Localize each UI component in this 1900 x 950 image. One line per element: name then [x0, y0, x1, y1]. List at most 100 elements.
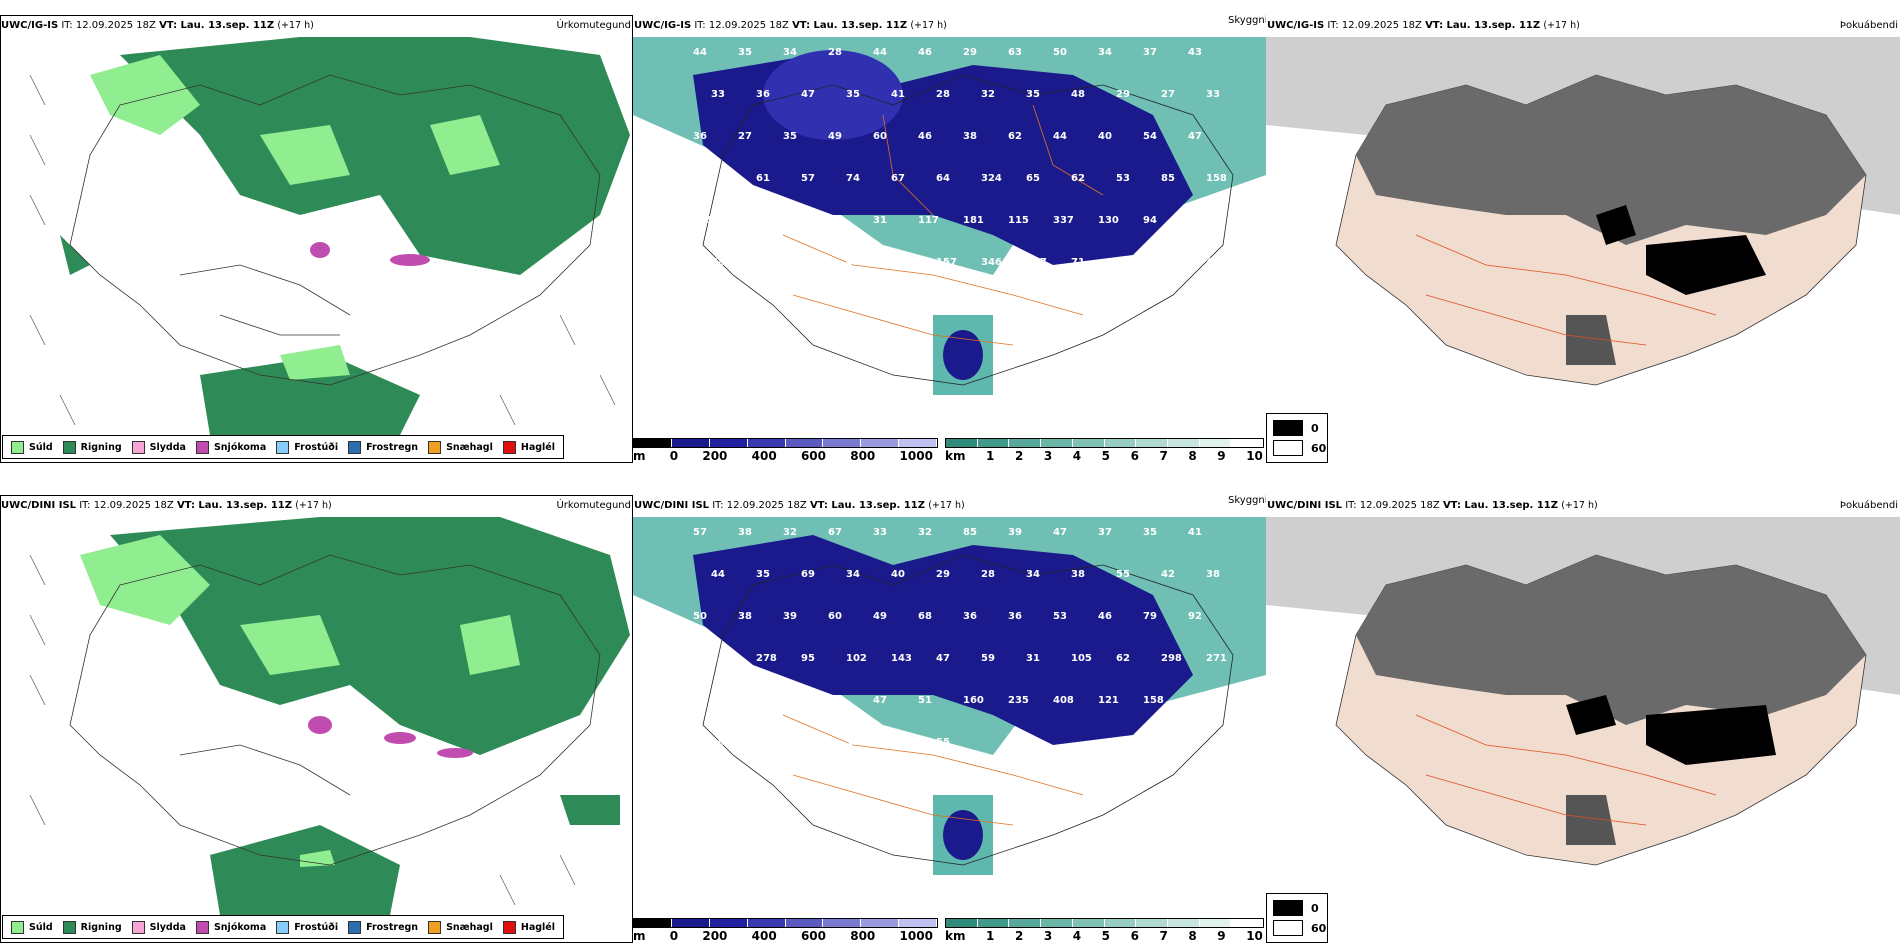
precip-legend-1: Súld Rigning Slydda Snjókoma Frostúði Fr… [2, 435, 564, 459]
init-time: IT: 12.09.2025 18Z [1345, 500, 1440, 511]
visibility-value-label: 60 [828, 611, 842, 622]
visibility-value-label: 121 [1098, 695, 1119, 706]
visibility-value-label: 181 [963, 215, 984, 226]
visibility-value-label: 40 [1098, 131, 1112, 142]
visibility-value-label: 27 [738, 131, 752, 142]
visibility-value-label: 160 [963, 695, 984, 706]
km-scale-bar-1 [945, 438, 1264, 448]
legend-item-snjokoma: Snjókoma [195, 920, 266, 934]
visibility-value-label: 36 [693, 131, 707, 142]
visibility-value-label: 408 [1053, 695, 1074, 706]
visibility-value-label: 34 [783, 47, 797, 58]
visibility-value-label: 63 [1008, 47, 1022, 58]
visibility-value-label: 36 [756, 89, 770, 100]
visibility-value-label: 39 [891, 737, 905, 748]
lead-time: (+17 h) [1561, 500, 1598, 511]
visibility-value-label: 38 [963, 131, 977, 142]
visibility-panel-1: UWC/IG-IS IT: 12.09.2025 18Z VT: Lau. 13… [633, 15, 1266, 463]
precip-title: Úrkomutegund [556, 500, 631, 511]
visibility-value-label: 271 [1206, 653, 1227, 664]
visibility-value-label: 59 [981, 653, 995, 664]
visibility-value-label: 46 [756, 257, 770, 268]
visibility-value-label: 33 [711, 89, 725, 100]
visibility-value-label: 102 [846, 653, 867, 664]
visibility-value-label: 47 [801, 89, 815, 100]
visibility-value-label: 46 [1098, 611, 1112, 622]
wind-barbs [29, 74, 616, 426]
visibility-value-label: 55 [1161, 257, 1175, 268]
precip-legend-2: Súld Rigning Slydda Snjókoma Frostúði Fr… [2, 915, 564, 939]
visibility-value-label: 36 [963, 611, 977, 622]
visibility-value-label: 67 [828, 527, 842, 538]
visibility-value-label: 37 [1143, 47, 1157, 58]
fog-panel-1-header: UWC/IG-IS IT: 12.09.2025 18Z VT: Lau. 13… [1266, 15, 1900, 37]
legend-item-snaehagl: Snæhagl [428, 440, 493, 454]
fog-map-2 [1266, 517, 1900, 917]
visibility-value-label: 61 [756, 173, 770, 184]
visibility-value-label: 34 [846, 569, 860, 580]
visibility-value-label: 47 [1188, 131, 1202, 142]
visibility-value-label: 42 [1161, 569, 1175, 580]
visibility-value-label: 43 [1188, 47, 1202, 58]
visibility-value-label: 40 [891, 569, 905, 580]
visibility-value-label: 325 [693, 215, 714, 226]
visibility-value-label: 38 [738, 527, 752, 538]
precip-panel-2: UWC/DINI ISL IT: 12.09.2025 18Z VT: Lau.… [0, 495, 633, 943]
m-scale-bar-2 [633, 918, 938, 928]
visibility-value-label: 64 [711, 653, 725, 664]
fog-map-1 [1266, 37, 1900, 437]
visibility-title-1: Skyggni [1228, 15, 1268, 26]
legend-item-frostudi: Frostúði [276, 920, 338, 934]
fog-panel-1: UWC/IG-IS IT: 12.09.2025 18Z VT: Lau. 13… [1266, 15, 1900, 463]
visibility-value-label: 61 [828, 215, 842, 226]
visibility-value-label: 55 [1116, 569, 1130, 580]
visibility-value-label: 47 [936, 653, 950, 664]
visibility-value-label: 35 [783, 131, 797, 142]
visibility-value-label: 64 [1116, 257, 1130, 268]
visibility-value-label: 54 [1143, 131, 1157, 142]
visibility-value-label: 74 [846, 173, 860, 184]
visibility-value-label: 32 [918, 527, 932, 538]
visibility-values-1: 44 35 34 28 44 46 29 63 50 34 37 43 33 36 47 35 41 28 32 35… [693, 47, 1227, 268]
lead-time: (+17 h) [295, 500, 332, 511]
precip-map-1 [0, 37, 633, 463]
visibility-value-label: 46 [918, 131, 932, 142]
rain-areas [60, 37, 630, 435]
visibility-map-2: 57 38 32 67 33 32 85 39 47 37 35 41 44 35 69 34 40 29 28 34… [633, 517, 1266, 917]
visibility-value-label: 32 [981, 89, 995, 100]
visibility-value-label: 45 [846, 257, 860, 268]
visibility-value-label: 105 [1071, 653, 1092, 664]
m-scale-labels-2: m 0 200 400 600 800 1000 [633, 929, 933, 943]
fog-legend-1: 0 60 [1266, 413, 1328, 463]
visibility-value-label: 143 [891, 653, 912, 664]
visibility-value-label: 94 [1143, 215, 1157, 226]
visibility-value-label: 41 [891, 89, 905, 100]
visibility-value-label: 47 [801, 257, 815, 268]
visibility-value-label: 157 [936, 257, 957, 268]
km-scale-labels-2: km 1 2 3 4 5 6 7 8 9 10 [945, 929, 1263, 943]
snow-areas [310, 242, 430, 266]
visibility-value-label: 32 [783, 527, 797, 538]
valid-time: VT: Lau. 13.sep. 11Z [1425, 20, 1541, 31]
visibility-value-label: 91 [738, 695, 752, 706]
visibility-value-label: 158 [1143, 695, 1164, 706]
visibility-value-label: 49 [873, 611, 887, 622]
coastline [69, 74, 601, 386]
init-time: IT: 12.09.2025 18Z [1327, 20, 1422, 31]
legend-item-frostudi: Frostúði [276, 440, 338, 454]
visibility-value-label: 27 [1161, 89, 1175, 100]
legend-item-sudl: Súld [11, 920, 53, 934]
km-scale-bar-2 [945, 918, 1264, 928]
valid-time: VT: Lau. 13.sep. 11Z [159, 20, 275, 31]
visibility-value-label: 60 [873, 131, 887, 142]
visibility-value-label: 31 [1026, 653, 1040, 664]
lead-time: (+17 h) [277, 20, 314, 31]
legend-item-slydda: Slydda [131, 440, 186, 454]
legend-item-frostregn: Frostregn [348, 440, 418, 454]
visibility-value-label: 117 [918, 215, 939, 226]
visibility-value-label: 65 [1026, 173, 1040, 184]
visibility-value-label: 44 [873, 47, 887, 58]
km-scale-labels-1: km 1 2 3 4 5 6 7 8 9 10 [945, 449, 1263, 463]
m-scale-labels-1: m 0 200 400 600 800 1000 [633, 449, 933, 463]
lead-time: (+17 h) [1543, 20, 1580, 31]
